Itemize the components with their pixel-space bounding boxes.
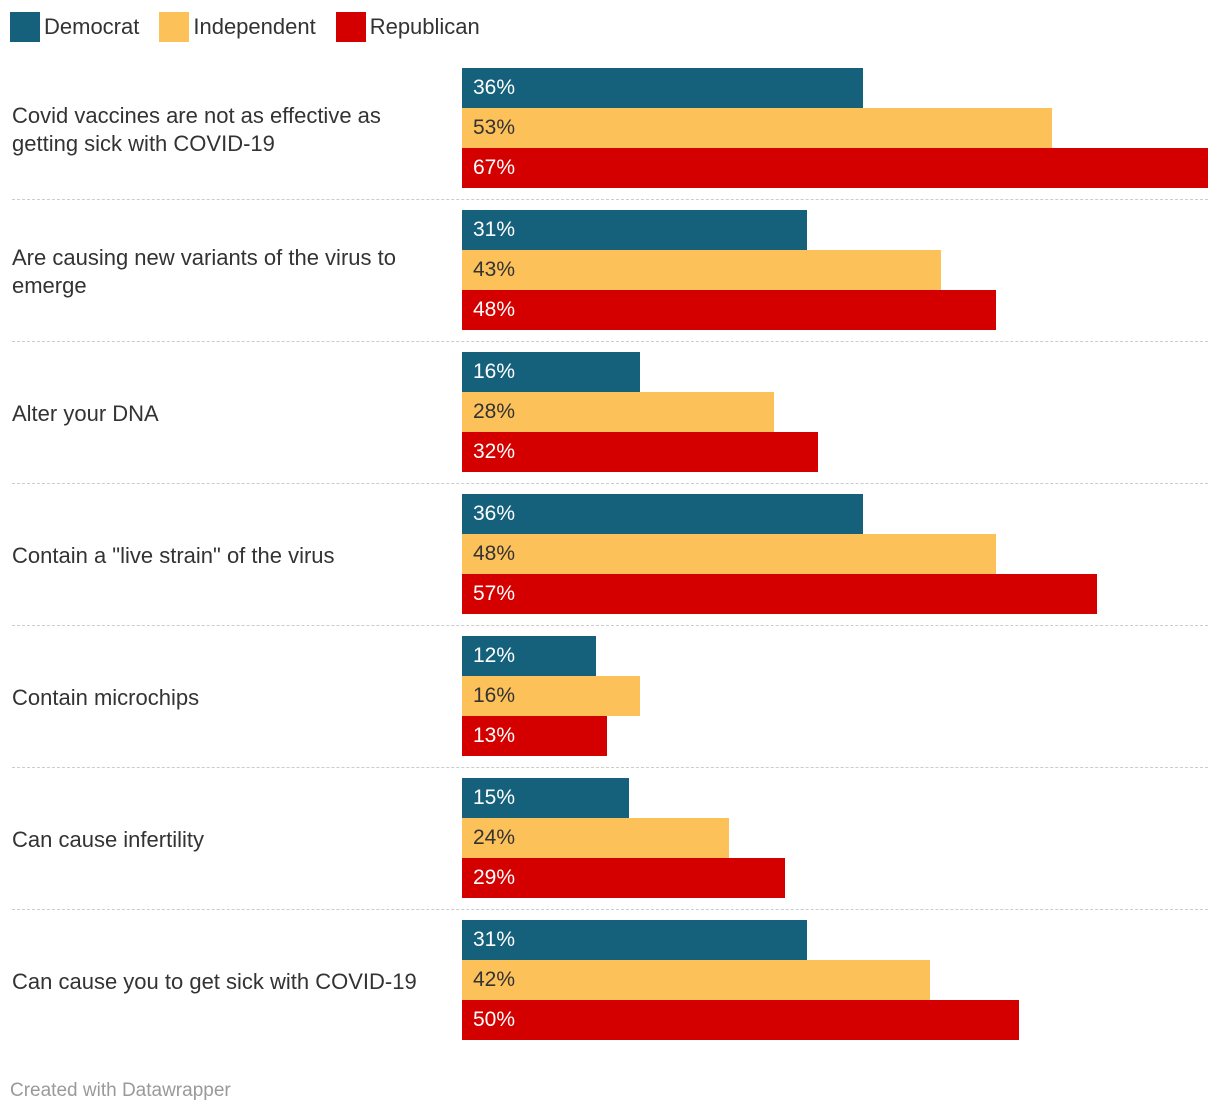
bar-independent: 42% bbox=[462, 960, 930, 1000]
legend-label: Independent bbox=[193, 14, 316, 39]
bar-republican: 48% bbox=[462, 290, 996, 330]
category-label: Alter your DNA bbox=[12, 401, 159, 426]
bar-democrat: 16% bbox=[462, 352, 640, 392]
chart-row: Alter your DNA 16% 28% 32% bbox=[0, 352, 1220, 472]
bar-value-label: 24% bbox=[473, 826, 516, 849]
legend: Democrat Independent Republican bbox=[10, 12, 500, 42]
bar-value-label: 16% bbox=[473, 360, 516, 383]
bar-republican: 50% bbox=[462, 1000, 1019, 1040]
bar-value-label: 57% bbox=[473, 582, 516, 605]
credit-footer: Created with Datawrapper bbox=[10, 1080, 231, 1101]
bar-value-label: 31% bbox=[473, 928, 516, 951]
bar-value-label: 48% bbox=[473, 542, 516, 565]
row-divider bbox=[12, 199, 1208, 200]
bar-value-label: 32% bbox=[473, 440, 516, 463]
bar-value-label: 67% bbox=[473, 156, 516, 179]
bar-republican: 29% bbox=[462, 858, 785, 898]
row-divider bbox=[12, 483, 1208, 484]
bar-independent: 48% bbox=[462, 534, 996, 574]
bar-value-label: 16% bbox=[473, 684, 516, 707]
bar-democrat: 15% bbox=[462, 778, 629, 818]
legend-item-independent: Independent bbox=[159, 12, 316, 42]
chart-row: Are causing new variants of the virus to… bbox=[0, 210, 1220, 330]
category-label: Contain a "live strain" of the virus bbox=[12, 543, 335, 568]
bar-republican: 67% bbox=[462, 148, 1208, 188]
bar-democrat: 31% bbox=[462, 920, 807, 960]
chart-row: Can cause infertility 15% 24% 29% bbox=[0, 778, 1220, 898]
legend-item-democrat: Democrat bbox=[10, 12, 139, 42]
chart-row: Contain a "live strain" of the virus 36% 4… bbox=[0, 494, 1220, 614]
bar-value-label: 15% bbox=[473, 786, 516, 809]
legend-label: Republican bbox=[369, 14, 480, 39]
legend-swatch bbox=[10, 12, 40, 42]
bar-democrat: 12% bbox=[462, 636, 596, 676]
bar-republican: 13% bbox=[462, 716, 607, 756]
bar-independent: 43% bbox=[462, 250, 941, 290]
category-label: Can cause you to get sick with COVID-19 bbox=[12, 969, 417, 994]
bar-value-label: 36% bbox=[473, 76, 516, 99]
grouped-bar-chart: Covid vaccines are not as effective as g… bbox=[0, 68, 1220, 1040]
bar-value-label: 13% bbox=[473, 724, 516, 747]
bar-value-label: 43% bbox=[473, 258, 516, 281]
legend-swatch bbox=[159, 12, 190, 42]
legend-item-republican: Republican bbox=[335, 12, 480, 42]
bar-independent: 53% bbox=[462, 108, 1052, 148]
bar-value-label: 12% bbox=[473, 644, 516, 667]
bar-democrat: 31% bbox=[462, 210, 807, 250]
bar-republican: 57% bbox=[462, 574, 1097, 614]
bar-value-label: 36% bbox=[473, 502, 516, 525]
chart-row: Contain microchips 12% 16% 13% bbox=[0, 636, 1220, 756]
chart-row: Can cause you to get sick with COVID-19 3… bbox=[0, 920, 1220, 1040]
chart-row: Covid vaccines are not as effective as g… bbox=[0, 68, 1220, 188]
bar-democrat: 36% bbox=[462, 68, 863, 108]
bar-value-label: 48% bbox=[473, 298, 516, 321]
bar-independent: 16% bbox=[462, 676, 640, 716]
legend-label: Democrat bbox=[44, 14, 140, 39]
bar-value-label: 50% bbox=[473, 1008, 516, 1031]
row-divider bbox=[12, 341, 1208, 342]
row-divider bbox=[12, 767, 1208, 768]
bar-value-label: 42% bbox=[473, 968, 516, 991]
bar-value-label: 31% bbox=[473, 218, 516, 241]
category-label: Contain microchips bbox=[12, 685, 200, 710]
bar-independent: 24% bbox=[462, 818, 729, 858]
row-divider bbox=[12, 909, 1208, 910]
bar-independent: 28% bbox=[462, 392, 774, 432]
category-label: Can cause infertility bbox=[12, 827, 204, 852]
legend-swatch bbox=[335, 12, 366, 42]
category-label: Covid vaccines are not as effective as g… bbox=[12, 103, 381, 156]
bar-republican: 32% bbox=[462, 432, 818, 472]
bar-value-label: 53% bbox=[473, 116, 516, 139]
bar-democrat: 36% bbox=[462, 494, 863, 534]
bar-value-label: 29% bbox=[473, 866, 516, 889]
row-divider bbox=[12, 625, 1208, 626]
bar-value-label: 28% bbox=[473, 400, 516, 423]
category-label: Are causing new variants of the virus to… bbox=[12, 245, 396, 298]
